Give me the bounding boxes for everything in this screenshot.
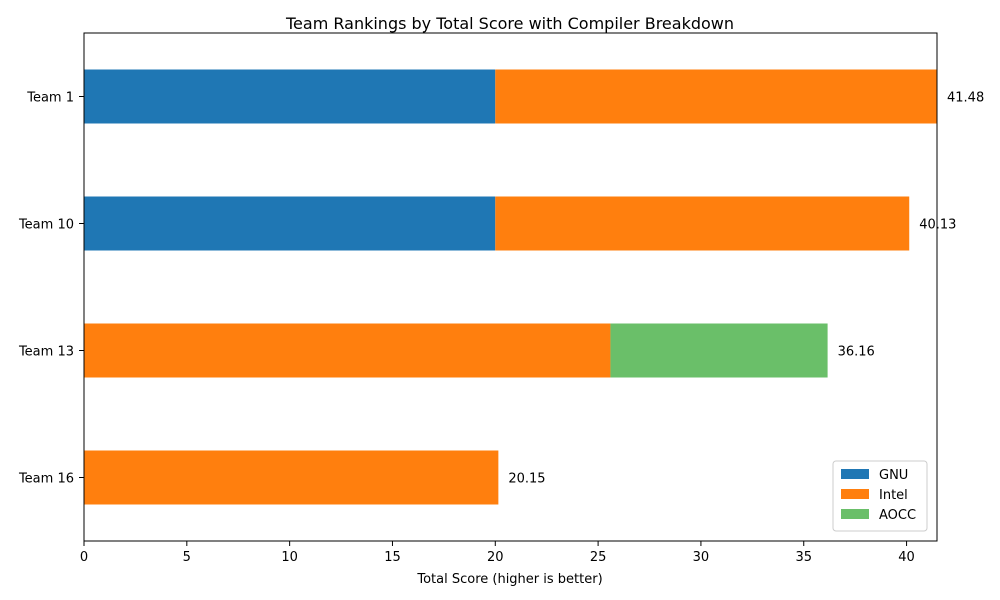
x-tick-label: 0 — [80, 550, 88, 565]
x-tick-label: 35 — [795, 550, 812, 565]
y-tick-label: Team 1 — [26, 91, 74, 106]
x-axis-label: Total Score (higher is better) — [416, 572, 602, 587]
x-tick-label: 40 — [898, 550, 915, 565]
legend-label-gnu: GNU — [879, 468, 908, 483]
bar-intel — [84, 323, 611, 378]
plot-frame — [83, 32, 938, 542]
y-tick-label: Team 10 — [18, 218, 74, 233]
bar-gnu — [84, 196, 496, 251]
total-data-label: 41.48 — [947, 91, 984, 106]
plot-area: 0 5 10 15 20 25 30 35 40 Team 1 41.48 Team 10 40.13 T… — [18, 69, 984, 565]
x-tick-label: 20 — [487, 550, 504, 565]
x-tick-label: 5 — [183, 550, 191, 565]
total-data-label: 36.16 — [838, 345, 875, 360]
total-data-label: 20.15 — [508, 472, 545, 487]
x-tick-label: 30 — [693, 550, 710, 565]
total-data-label: 40.13 — [919, 218, 956, 233]
y-tick-label: Team 13 — [18, 345, 74, 360]
bar-gnu — [84, 69, 496, 124]
chart-title: Team Rankings by Total Score with Compil… — [285, 14, 734, 33]
x-tick-label: 25 — [590, 550, 607, 565]
legend-swatch-intel — [841, 489, 869, 499]
legend-swatch-aocc — [841, 509, 869, 519]
x-tick-label: 15 — [384, 550, 401, 565]
bar-aocc — [610, 323, 828, 378]
legend-label-aocc: AOCC — [879, 508, 916, 523]
y-tick-label: Team 16 — [18, 472, 74, 487]
bar-intel — [495, 196, 910, 251]
x-tick-label: 10 — [281, 550, 298, 565]
legend: GNU Intel AOCC — [832, 460, 928, 532]
bar-intel — [84, 450, 499, 505]
bar-intel — [495, 69, 937, 124]
legend-label-intel: Intel — [879, 488, 908, 503]
legend-swatch-gnu — [841, 469, 869, 479]
